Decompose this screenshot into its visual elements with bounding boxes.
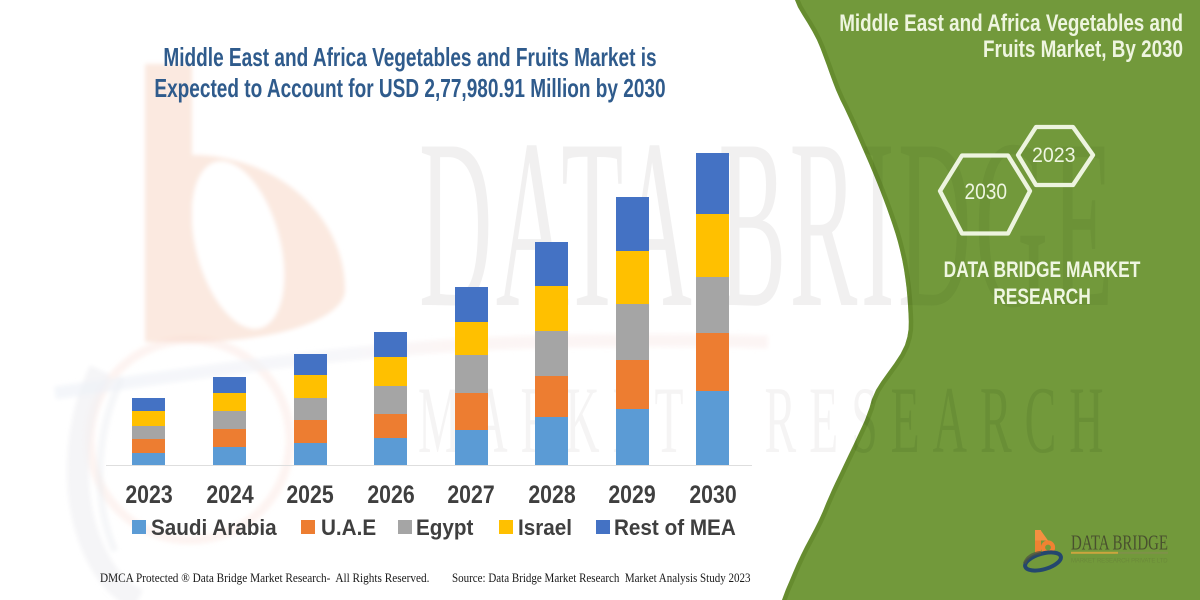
svg-text:DATA BRIDGE: DATA BRIDGE	[1071, 531, 1168, 555]
svg-text:DATA BRIDGE: DATA BRIDGE	[419, 91, 1117, 358]
svg-text:2023: 2023	[1032, 144, 1076, 167]
svg-text:MARKET RESEARCH PRIVATE LTD: MARKET RESEARCH PRIVATE LTD	[1071, 559, 1168, 565]
svg-text:MARKET RESEARCH: MARKET RESEARCH	[418, 369, 1117, 474]
svg-text:2030: 2030	[965, 179, 1008, 204]
